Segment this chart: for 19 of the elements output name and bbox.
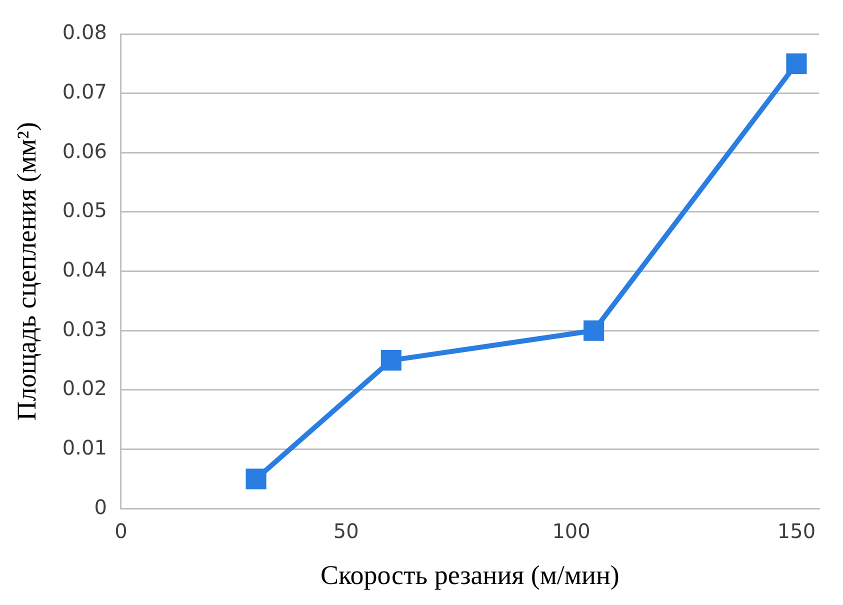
y-tick-label: 0.06 <box>62 138 107 163</box>
y-tick-label: 0 <box>94 494 107 519</box>
y-tick-label: 0.04 <box>62 258 107 282</box>
x-tick-label: 100 <box>552 518 590 543</box>
x-tick-label: 150 <box>777 518 816 543</box>
y-tick-label: 0.08 <box>62 20 107 44</box>
y-tick-label: 0.07 <box>62 80 107 104</box>
y-tick-label: 0.05 <box>62 198 107 222</box>
point <box>380 350 402 371</box>
x-tick-label: 0 <box>114 518 128 543</box>
point <box>246 468 266 490</box>
x-tick-label: 50 <box>333 518 359 543</box>
x-axis-title: Скорость резания (м/мин) <box>320 560 620 590</box>
y-axis-title: Площадь сцепления (мм²) <box>11 122 42 421</box>
point <box>584 320 604 341</box>
point <box>786 53 807 74</box>
y-tick-label: 0.02 <box>62 376 107 400</box>
y-tick-label: 0.03 <box>62 316 107 341</box>
y-tick-label: 0.01 <box>62 435 107 460</box>
